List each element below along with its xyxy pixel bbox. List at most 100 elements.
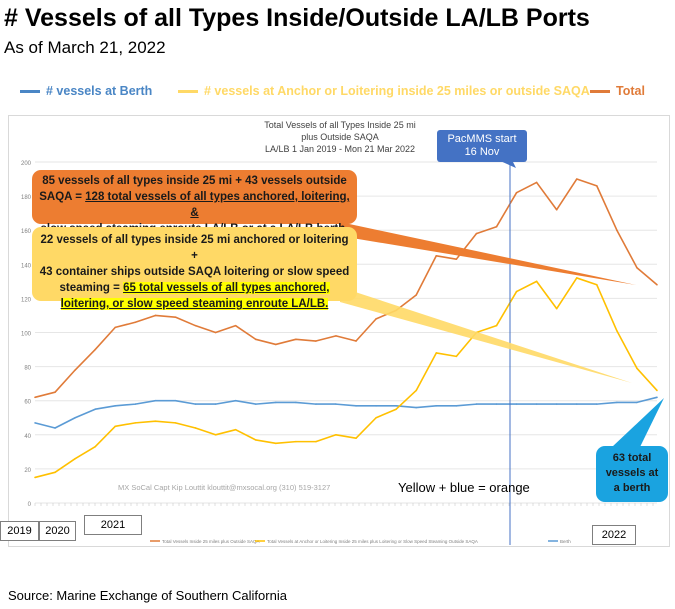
data-point (315, 403, 317, 405)
data-point (515, 290, 518, 293)
annotation-line: PacMMS start (447, 133, 517, 145)
data-point (274, 343, 277, 346)
data-point (375, 405, 377, 407)
data-point (395, 408, 397, 411)
data-point (515, 403, 518, 405)
berth-callout: 63 total vessels at a berth (596, 446, 668, 502)
bottom-legend-label: Total Vessels Inside 25 miles plus Outsi… (162, 539, 260, 544)
data-point (315, 340, 317, 342)
data-point (34, 396, 36, 399)
data-point (94, 348, 96, 351)
data-point (174, 422, 177, 424)
data-point (295, 440, 297, 443)
legend-swatch-berth (20, 89, 40, 93)
data-point (455, 258, 458, 260)
data-point (495, 324, 498, 327)
data-point (274, 401, 277, 404)
chart-title-line1: Total Vessels of all Types Inside 25 mi (264, 120, 415, 130)
data-point (375, 416, 377, 419)
data-point (535, 403, 538, 405)
data-point (415, 406, 418, 409)
data-point (335, 335, 337, 337)
data-point (435, 254, 438, 257)
data-point (455, 355, 458, 358)
data-point (54, 391, 56, 393)
data-point (596, 403, 598, 405)
data-point (234, 399, 237, 402)
data-point (596, 283, 598, 286)
pacmms-annotation: PacMMS start 16 Nov (437, 130, 527, 162)
data-point (656, 389, 658, 392)
data-point (315, 440, 317, 443)
data-point (335, 434, 337, 436)
legend-label: # vessels at Anchor or Loitering inside … (204, 84, 590, 98)
legend-swatch-total (590, 89, 610, 93)
data-point (254, 403, 257, 405)
data-point (555, 208, 558, 211)
series-line-1 (34, 277, 658, 479)
data-point (94, 408, 96, 411)
data-point (214, 434, 217, 436)
data-point (435, 352, 438, 354)
data-point (636, 367, 638, 370)
data-point (616, 329, 618, 332)
data-point (295, 401, 297, 404)
annotation-highlight: loitering, or slow speed steaming enrout… (60, 298, 329, 310)
data-point (455, 405, 458, 407)
annotation-line: 22 vessels of all types inside 25 mi anc… (40, 234, 349, 262)
data-point (616, 229, 618, 231)
data-point (475, 232, 478, 235)
y-tick-label: 60 (24, 400, 31, 406)
chart-subtitle: LA/LB 1 Jan 2019 - Mon 21 Mar 2022 (265, 144, 415, 154)
data-point (535, 280, 538, 283)
annotation-line: vessels at (605, 467, 659, 479)
data-point (535, 181, 538, 184)
data-point (54, 471, 56, 474)
y-tick-label: 0 (28, 502, 32, 508)
yellow-callout-pointer (340, 287, 632, 383)
legend-label: Total (616, 84, 645, 98)
y-tick-label: 120 (21, 297, 32, 303)
data-point (74, 457, 76, 460)
data-point (616, 401, 618, 404)
data-point (174, 316, 177, 318)
data-point (475, 403, 478, 405)
annotation-line: 16 Nov (464, 146, 500, 158)
data-point (656, 283, 658, 286)
data-point (415, 294, 418, 296)
data-point (134, 321, 137, 324)
data-point (154, 314, 157, 317)
data-point (194, 324, 197, 327)
data-point (154, 420, 157, 422)
data-point (656, 396, 658, 399)
data-point (335, 403, 337, 405)
year-label-2020: 2020 (39, 521, 76, 541)
y-tick-label: 20 (24, 468, 31, 474)
source-note: Source: Marine Exchange of Southern Cali… (8, 588, 287, 603)
berth-callout-pointer (612, 398, 664, 447)
data-point (495, 403, 498, 405)
data-point (395, 405, 397, 407)
data-point (114, 425, 117, 428)
year-label-2021: 2021 (84, 515, 142, 535)
pacmms-pointer (498, 160, 516, 168)
data-point (435, 405, 438, 407)
y-tick-label: 160 (21, 229, 32, 235)
data-point (74, 416, 76, 419)
data-point (54, 427, 56, 429)
annotation-highlight: 65 total vessels of all types anchored, (123, 282, 330, 294)
data-point (355, 437, 357, 440)
series-line-0 (34, 178, 658, 399)
data-point (555, 307, 558, 310)
data-point (234, 324, 237, 327)
data-point (295, 338, 297, 341)
data-point (194, 427, 197, 429)
annotation-line: SAQA = (39, 191, 86, 203)
y-tick-label: 40 (24, 434, 31, 440)
annotation-line: steaming = (59, 282, 124, 294)
y-tick-label: 180 (21, 195, 32, 201)
data-point (254, 439, 257, 441)
annotation-line: 43 container ships outside SAQA loiterin… (39, 266, 350, 278)
data-point (174, 399, 177, 402)
